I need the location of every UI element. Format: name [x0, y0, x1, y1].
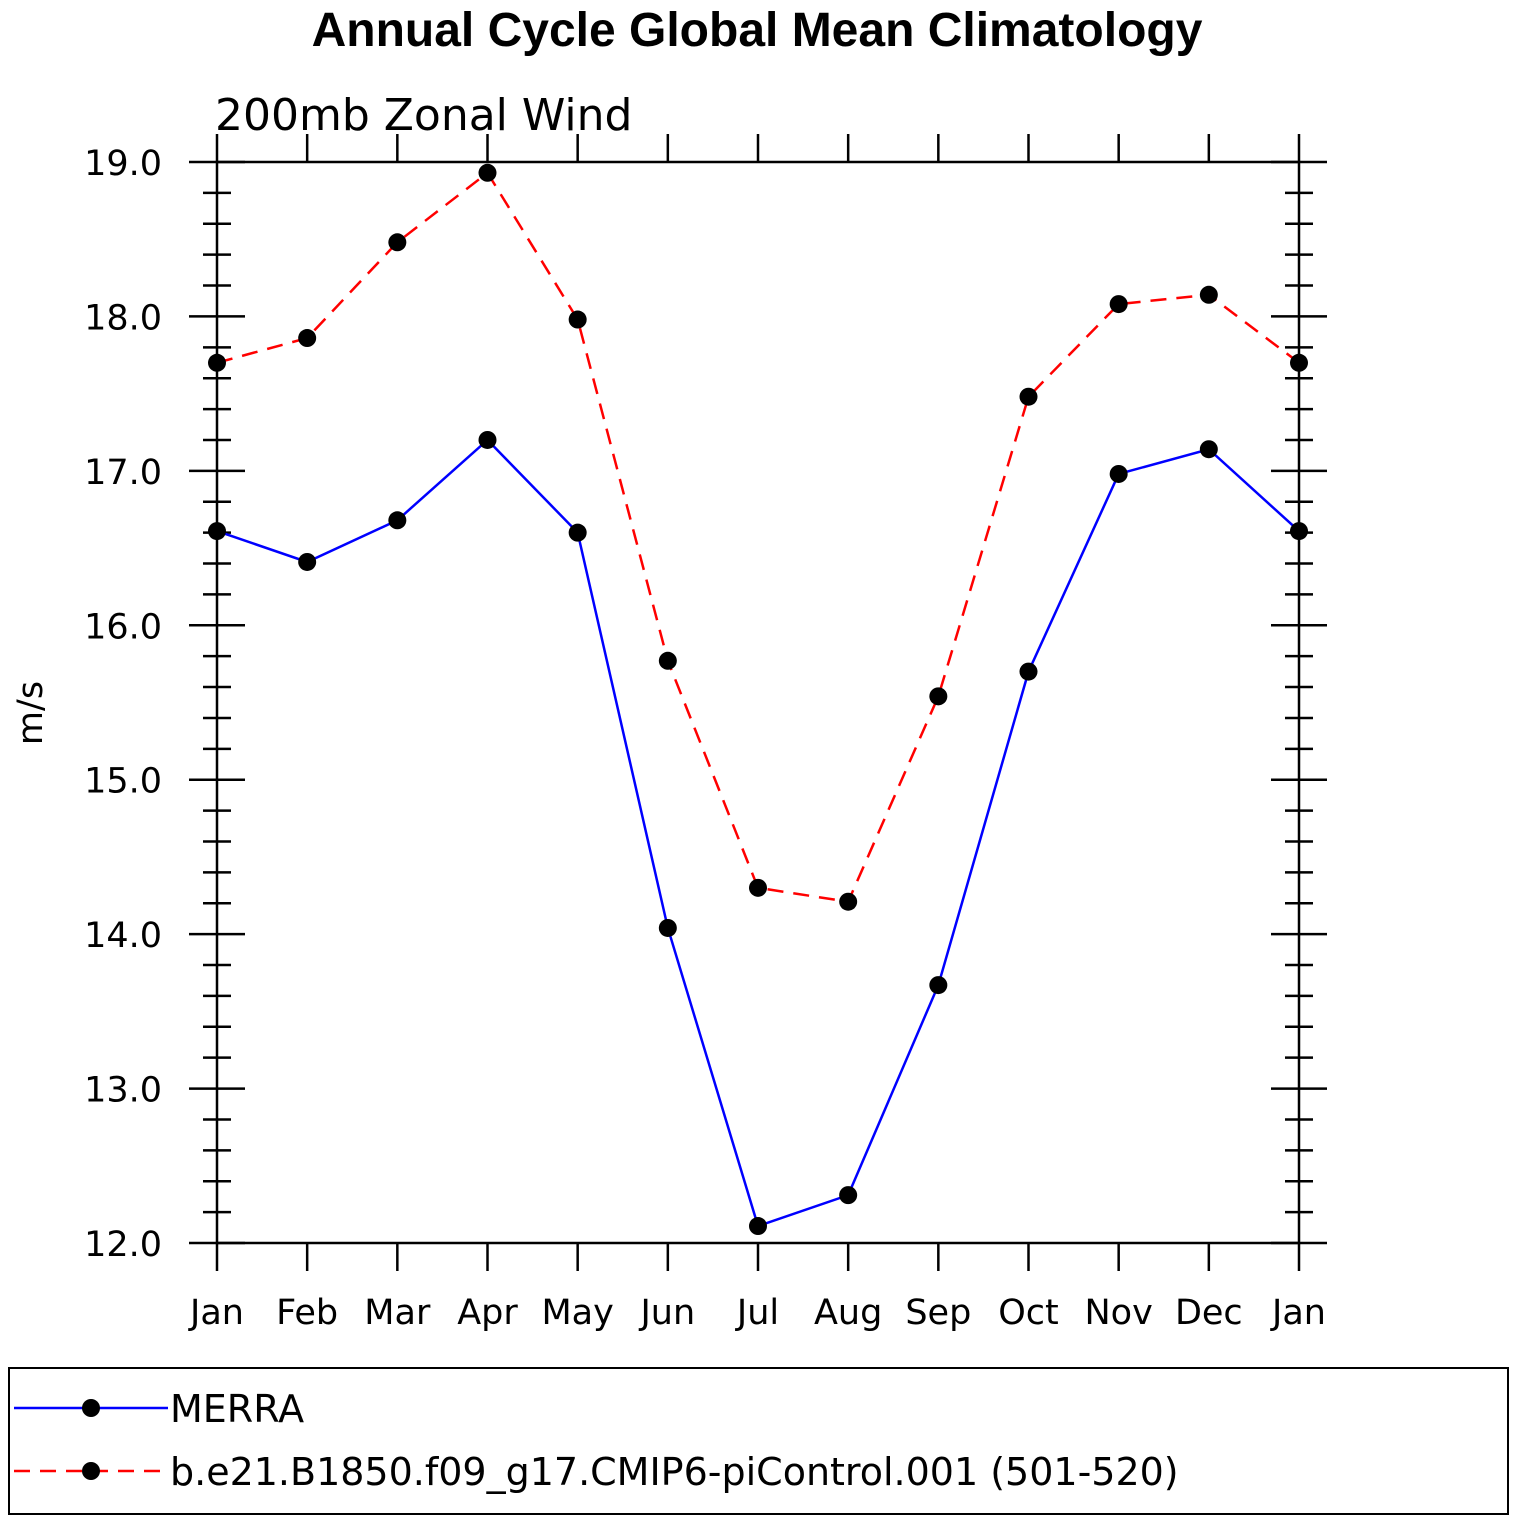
x-tick-labels: Jan Feb Mar Apr May Jun Jul Aug Sep Oct Nov Dec Jan — [188, 1293, 1326, 1333]
data-point — [208, 353, 226, 372]
data-point — [1199, 285, 1218, 304]
x-tick-label: Dec — [1175, 1293, 1243, 1333]
legend-label: b.e21.B1850.f09_g17.CMIP6-piControl.001 … — [170, 1450, 1179, 1494]
data-point — [208, 522, 226, 541]
data-point — [749, 1217, 767, 1236]
x-tick-label: Jun — [638, 1293, 695, 1333]
y-tick-label: 14.0 — [84, 916, 162, 956]
data-point — [1290, 353, 1308, 372]
data-point — [478, 430, 497, 449]
legend-entries: MERRA b.e21.B1850.f09_g17.CMIP6-piControl… — [14, 1387, 1179, 1494]
data-point — [1109, 295, 1128, 314]
data-point — [478, 163, 497, 182]
legend-marker — [82, 1399, 100, 1417]
plot-frame — [215, 160, 1301, 1245]
x-tick-label: Jul — [735, 1293, 779, 1333]
legend-marker — [82, 1462, 100, 1480]
data-point — [298, 552, 317, 571]
x-tick-label: Oct — [998, 1293, 1059, 1333]
data-point — [658, 651, 677, 670]
x-tick-label: Aug — [814, 1293, 882, 1333]
legend-entry-2: b.e21.B1850.f09_g17.CMIP6-piControl.001 … — [14, 1450, 1179, 1494]
data-point — [1109, 464, 1128, 483]
axis-ticks — [189, 134, 1327, 1271]
data-point — [929, 687, 948, 706]
x-tick-label: Jan — [1270, 1293, 1326, 1333]
y-tick-label: 19.0 — [84, 144, 162, 184]
y-tick-labels: 12.0 13.0 14.0 15.0 16.0 17.0 18.0 19.0 — [84, 144, 162, 1265]
legend-box — [8, 1367, 1509, 1515]
x-tick-label: Jan — [188, 1293, 244, 1333]
data-point — [839, 1186, 858, 1205]
y-tick-label: 13.0 — [84, 1071, 162, 1111]
y-tick-label: 15.0 — [84, 762, 162, 802]
data-point — [568, 523, 587, 542]
data-point — [568, 310, 587, 329]
y-tick-label: 18.0 — [84, 298, 162, 338]
data-point — [388, 233, 407, 252]
series-2 — [208, 163, 1308, 911]
y-tick-label: 17.0 — [84, 453, 162, 493]
legend-entry-1: MERRA — [14, 1387, 304, 1431]
data-point — [1019, 662, 1038, 681]
x-tick-label: May — [541, 1293, 613, 1333]
data-point — [388, 511, 407, 530]
series-line — [216, 438, 1300, 1228]
legend-label: MERRA — [170, 1387, 304, 1431]
series-line — [216, 170, 1300, 904]
y-axis-label: m/s — [11, 681, 51, 745]
series-layer — [208, 163, 1308, 1236]
data-point — [1290, 522, 1308, 541]
x-tick-label: Apr — [457, 1293, 518, 1333]
y-tick-label: 16.0 — [84, 607, 162, 647]
data-point — [1019, 387, 1038, 406]
x-tick-label: Feb — [276, 1293, 338, 1333]
data-point — [1199, 440, 1218, 459]
chart-title: Annual Cycle Global Mean Climatology — [312, 4, 1203, 57]
data-point — [749, 878, 767, 897]
data-point — [839, 892, 858, 911]
x-tick-label: Nov — [1085, 1293, 1153, 1333]
data-point — [298, 329, 317, 348]
y-tick-label: 12.0 — [84, 1225, 162, 1265]
series-1 — [208, 430, 1308, 1236]
x-tick-label: Sep — [905, 1293, 971, 1333]
data-point — [658, 918, 677, 937]
legend: MERRA b.e21.B1850.f09_g17.CMIP6-piControl… — [8, 1367, 1509, 1515]
data-point — [929, 976, 948, 995]
plot-border — [215, 160, 1301, 1245]
chart-subtitle: 200mb Zonal Wind — [215, 90, 632, 141]
x-tick-label: Mar — [364, 1293, 431, 1333]
